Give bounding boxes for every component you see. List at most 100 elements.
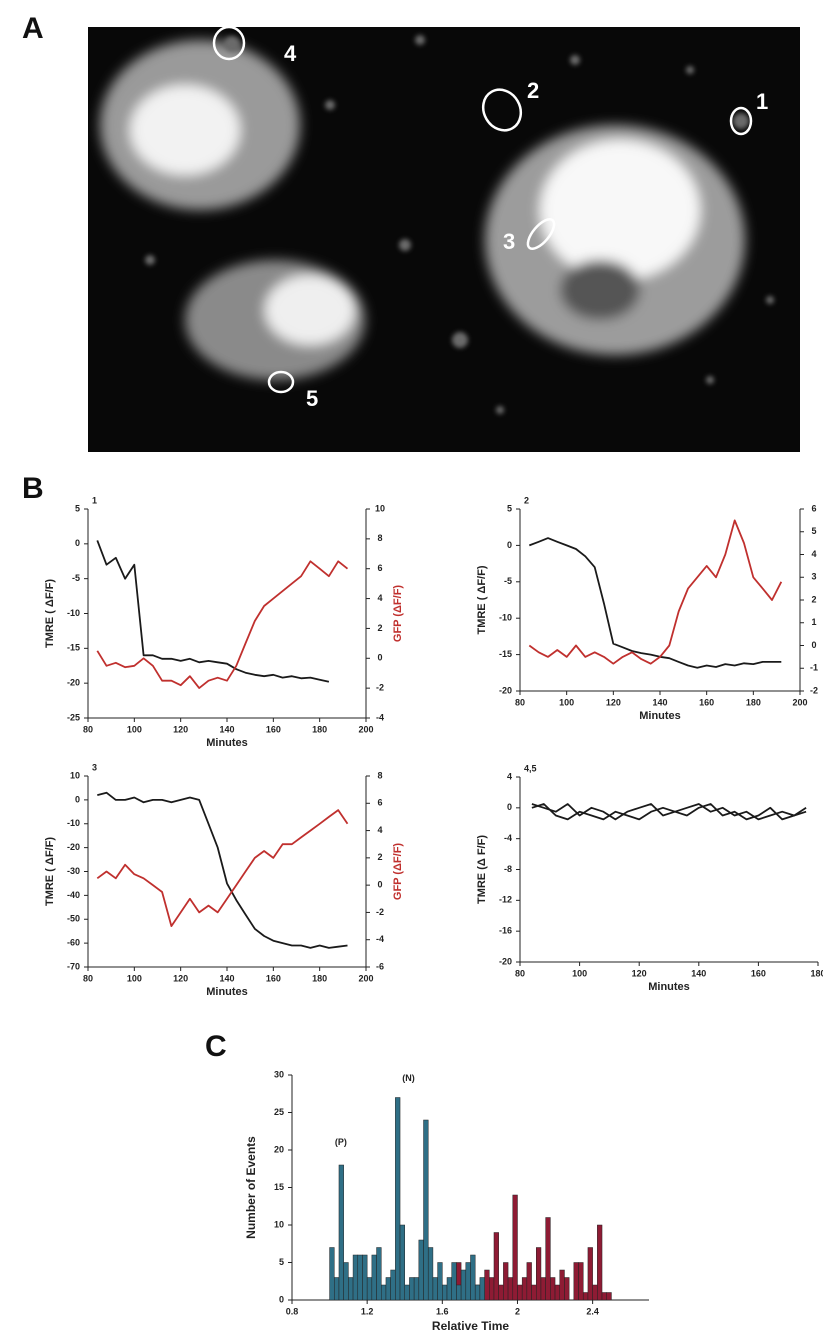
y-tick-label: 5 <box>279 1257 284 1267</box>
y2-tick-label: 4 <box>811 549 816 559</box>
histogram-bar <box>578 1262 584 1301</box>
y-tick-label: -8 <box>504 864 512 874</box>
histogram-bar <box>540 1277 546 1301</box>
x-tick-label: 180 <box>810 968 823 978</box>
x-tick-label: 1.2 <box>361 1306 374 1316</box>
chart-title: 2 <box>524 495 529 505</box>
y-tick-label: -12 <box>499 895 512 905</box>
histogram-bar <box>362 1254 368 1301</box>
x-tick-label: 140 <box>691 968 706 978</box>
y2-tick-label: -2 <box>810 685 818 695</box>
histogram-bar <box>606 1292 612 1301</box>
x-tick-label: 120 <box>173 724 188 734</box>
panel-letter: A <box>22 12 44 45</box>
y-tick-label: 0 <box>279 1294 284 1304</box>
roi-label: 3 <box>503 229 515 254</box>
y2-tick-label: 3 <box>811 572 816 582</box>
y2-tick-label: -1 <box>810 663 818 673</box>
histogram-bar <box>366 1277 373 1301</box>
x-tick-label: 160 <box>699 697 714 707</box>
x-tick-label: 120 <box>173 973 188 983</box>
histogram-bar <box>474 1284 481 1301</box>
y-axis-label: TMRE ( ΔF/F) <box>44 837 56 906</box>
histogram-bar <box>573 1262 579 1301</box>
y2-tick-label: 4 <box>377 825 382 835</box>
histogram-bar <box>536 1247 542 1301</box>
histogram-bar <box>479 1277 485 1301</box>
y2-tick-label: 2 <box>377 623 382 633</box>
histogram-bar <box>564 1277 570 1301</box>
annotation: (N) <box>402 1073 415 1083</box>
x-tick-label: 120 <box>606 697 621 707</box>
histogram-bar <box>550 1277 556 1301</box>
y2-tick-label: 0 <box>811 640 816 650</box>
x-axis-label: Minutes <box>206 986 248 998</box>
y-tick-label: -50 <box>67 914 80 924</box>
histogram-bar <box>507 1277 514 1301</box>
x-tick-label: 200 <box>792 697 807 707</box>
histogram-bar <box>559 1269 565 1301</box>
y-tick-label: -10 <box>499 613 512 623</box>
x-axis-label: Minutes <box>648 981 690 993</box>
data-line <box>96 540 330 683</box>
y-tick-label: -20 <box>67 842 80 852</box>
x-tick-label: 140 <box>219 724 234 734</box>
histogram-bar <box>554 1284 560 1301</box>
x-tick-label: 160 <box>266 973 281 983</box>
histogram-bar <box>395 1097 401 1301</box>
histogram-bar <box>352 1254 359 1301</box>
histogram-bar <box>597 1224 603 1301</box>
y-tick-label: -20 <box>499 685 512 695</box>
y2-tick-label: 6 <box>377 798 382 808</box>
y-axis-label: TMRE ( ΔF/F) <box>476 565 488 634</box>
x-tick-label: 120 <box>632 968 647 978</box>
histogram-bar <box>489 1277 495 1301</box>
histogram-bar <box>592 1284 598 1301</box>
histogram-bar <box>526 1262 532 1301</box>
data-line <box>97 791 348 949</box>
y-tick-label: 0 <box>507 802 512 812</box>
y2-tick-label: 0 <box>377 880 382 890</box>
y-tick-label: -30 <box>67 866 80 876</box>
y-tick-label: -10 <box>67 818 80 828</box>
histogram-bar <box>343 1262 349 1301</box>
x-tick-label: 1.6 <box>436 1306 449 1316</box>
histogram-bar <box>409 1277 415 1301</box>
histogram-bar <box>582 1292 589 1301</box>
y2-axis-label: GFP (ΔF/F) <box>392 843 404 901</box>
histogram-bar <box>545 1217 551 1301</box>
y-tick-label: -60 <box>67 938 80 948</box>
chart-title: 4,5 <box>524 763 537 773</box>
y-tick-label: -25 <box>67 712 80 722</box>
y-tick-label: -20 <box>499 956 512 966</box>
x-tick-label: 180 <box>312 973 327 983</box>
histogram-bar <box>460 1269 467 1301</box>
y-tick-label: 10 <box>70 770 80 780</box>
x-tick-label: 140 <box>652 697 667 707</box>
roi-label: 1 <box>756 89 768 114</box>
y2-axis-label: GFP (ΔF/F) <box>392 585 404 643</box>
y2-tick-label: 4 <box>377 593 382 603</box>
histogram-bar <box>446 1277 452 1301</box>
histogram-bar <box>423 1119 429 1301</box>
y-tick-label: -5 <box>72 573 80 583</box>
y2-tick-label: 2 <box>377 852 382 862</box>
histogram-bar <box>413 1277 420 1301</box>
x-tick-label: 160 <box>751 968 766 978</box>
roi-label: 2 <box>527 78 539 103</box>
histogram-bar <box>334 1277 340 1301</box>
chart-title: 1 <box>92 495 97 505</box>
histogram-bar <box>470 1254 476 1301</box>
histogram-bar <box>385 1277 391 1301</box>
histogram-bar <box>371 1254 377 1301</box>
y-tick-label: 20 <box>274 1144 284 1154</box>
y-tick-label: 15 <box>274 1182 284 1192</box>
histogram-bar <box>399 1224 405 1301</box>
histogram-bar <box>512 1194 518 1301</box>
y-axis-label: TMRE (Δ F/F) <box>476 835 488 904</box>
x-tick-label: 200 <box>358 724 373 734</box>
y2-tick-label: 8 <box>377 770 382 780</box>
histogram-bar <box>456 1284 462 1301</box>
y-tick-label: 10 <box>274 1219 284 1229</box>
